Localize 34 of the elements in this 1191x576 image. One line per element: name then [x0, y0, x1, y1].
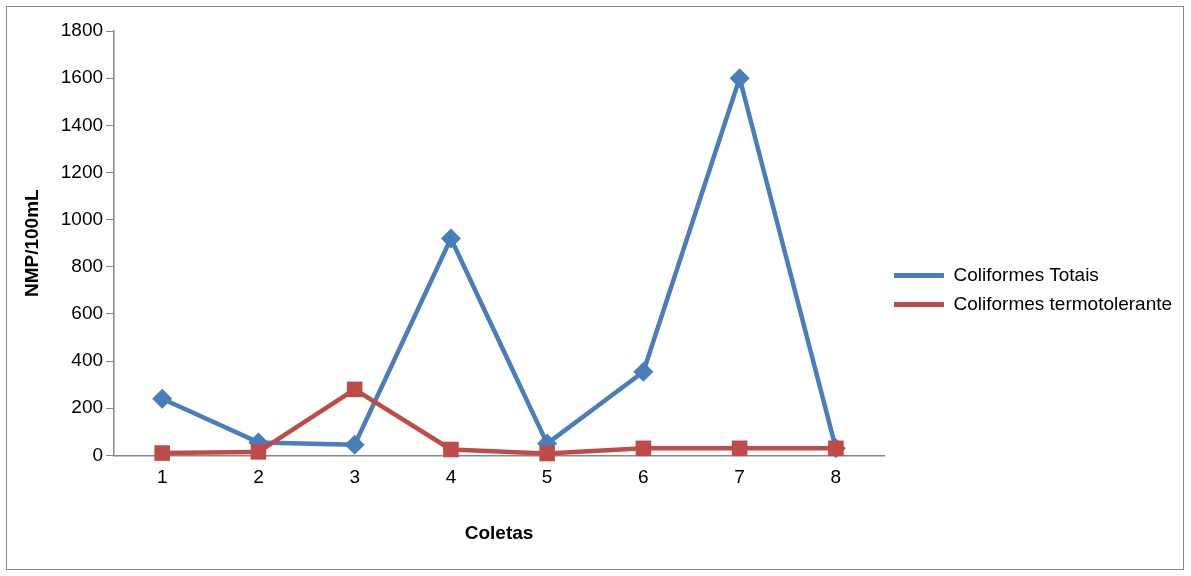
x-tick-label: 8	[830, 466, 842, 488]
y-tick-label: 1600	[60, 66, 104, 88]
x-tick-label: 1	[156, 466, 168, 488]
point	[729, 68, 750, 89]
y-tick-label: 1000	[60, 207, 104, 229]
y-tick-label: 200	[71, 396, 104, 418]
legend-label: Coliformes termotolerante	[953, 292, 1173, 314]
point	[344, 434, 365, 455]
x-tick-label: 6	[638, 466, 649, 488]
x-axis-title: Coletas	[464, 521, 534, 543]
y-tick-label: 400	[71, 349, 104, 371]
y-axis-title: NMP/100mL	[20, 188, 42, 298]
x-tick-label: 4	[445, 466, 457, 488]
point	[250, 444, 267, 460]
point	[635, 440, 652, 457]
point	[152, 388, 173, 409]
y-tick-label: 800	[71, 255, 104, 277]
point	[154, 445, 170, 461]
point	[443, 441, 459, 458]
point	[346, 381, 363, 398]
point	[539, 445, 555, 462]
x-tick-label: 7	[734, 466, 745, 488]
y-tick-label: 1200	[60, 160, 104, 182]
x-tick-label: 3	[349, 466, 360, 488]
x-tick-label: 2	[253, 466, 264, 488]
point	[731, 440, 748, 457]
y-tick-label: 600	[71, 302, 104, 324]
point	[440, 228, 461, 249]
y-tick-label: 0	[92, 443, 104, 465]
point	[633, 361, 654, 382]
y-tick-label: 1400	[60, 113, 104, 135]
y-tick-label: 1800	[60, 19, 104, 41]
x-tick-label: 5	[541, 466, 553, 488]
legend-label: Coliformes Totais	[953, 263, 1099, 285]
